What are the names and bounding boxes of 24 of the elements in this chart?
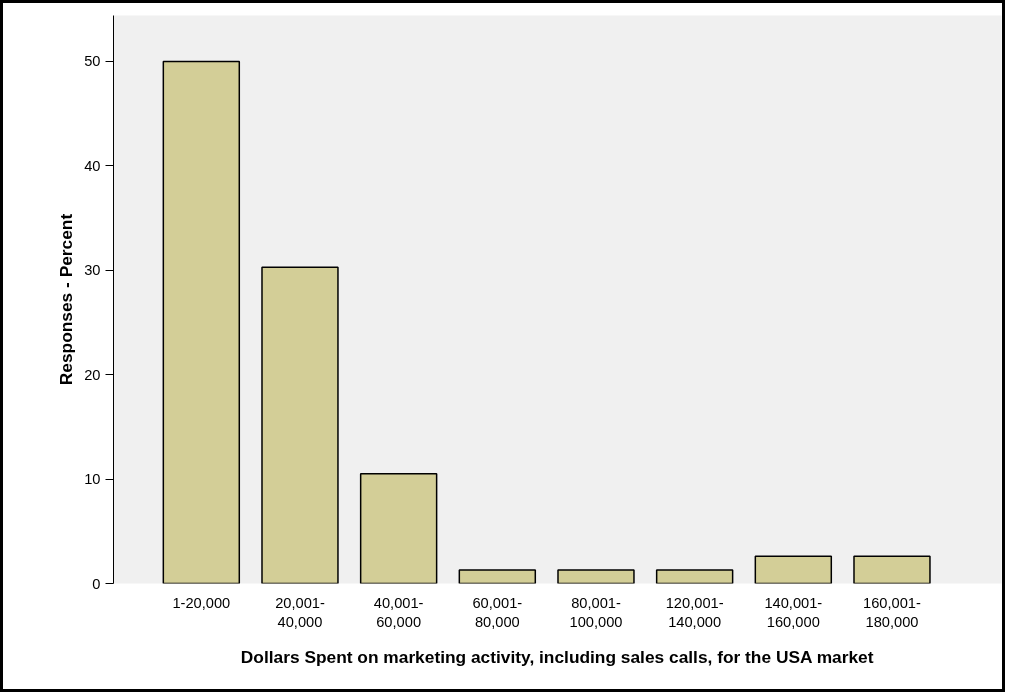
x-tick-label: 80,001- 100,000 bbox=[569, 594, 623, 630]
x-tick-label: 40,001- 60,000 bbox=[373, 594, 424, 630]
y-tick-label: 20 bbox=[84, 366, 101, 383]
y-tick-label: 30 bbox=[84, 262, 101, 279]
y-tick-label: 10 bbox=[84, 471, 101, 488]
bar bbox=[754, 555, 833, 584]
bar bbox=[655, 569, 734, 584]
bar bbox=[853, 555, 931, 584]
x-tick-label: 60,001- 80,000 bbox=[472, 594, 523, 630]
x-tick-label: 1-20,000 bbox=[172, 594, 231, 611]
y-tick-label: 40 bbox=[84, 157, 101, 174]
x-tick-label: 20,001- 40,000 bbox=[275, 594, 325, 630]
bar bbox=[458, 569, 537, 584]
bar bbox=[261, 266, 339, 584]
x-axis-title: Dollars Spent on marketing activity, including sales calls, for the USA market bbox=[240, 646, 874, 667]
bar bbox=[557, 569, 635, 584]
x-tick-label: 140,001- 160,000 bbox=[764, 594, 823, 630]
x-tick-label: 160,001- 180,000 bbox=[863, 594, 922, 630]
y-axis-title: Responses - Percent bbox=[56, 213, 77, 386]
x-tick-label: 120,001- 140,000 bbox=[665, 594, 724, 630]
y-tick-label: 50 bbox=[84, 53, 101, 70]
y-tick-label: 0 bbox=[92, 575, 101, 592]
bar bbox=[359, 473, 438, 584]
bar bbox=[162, 60, 241, 584]
